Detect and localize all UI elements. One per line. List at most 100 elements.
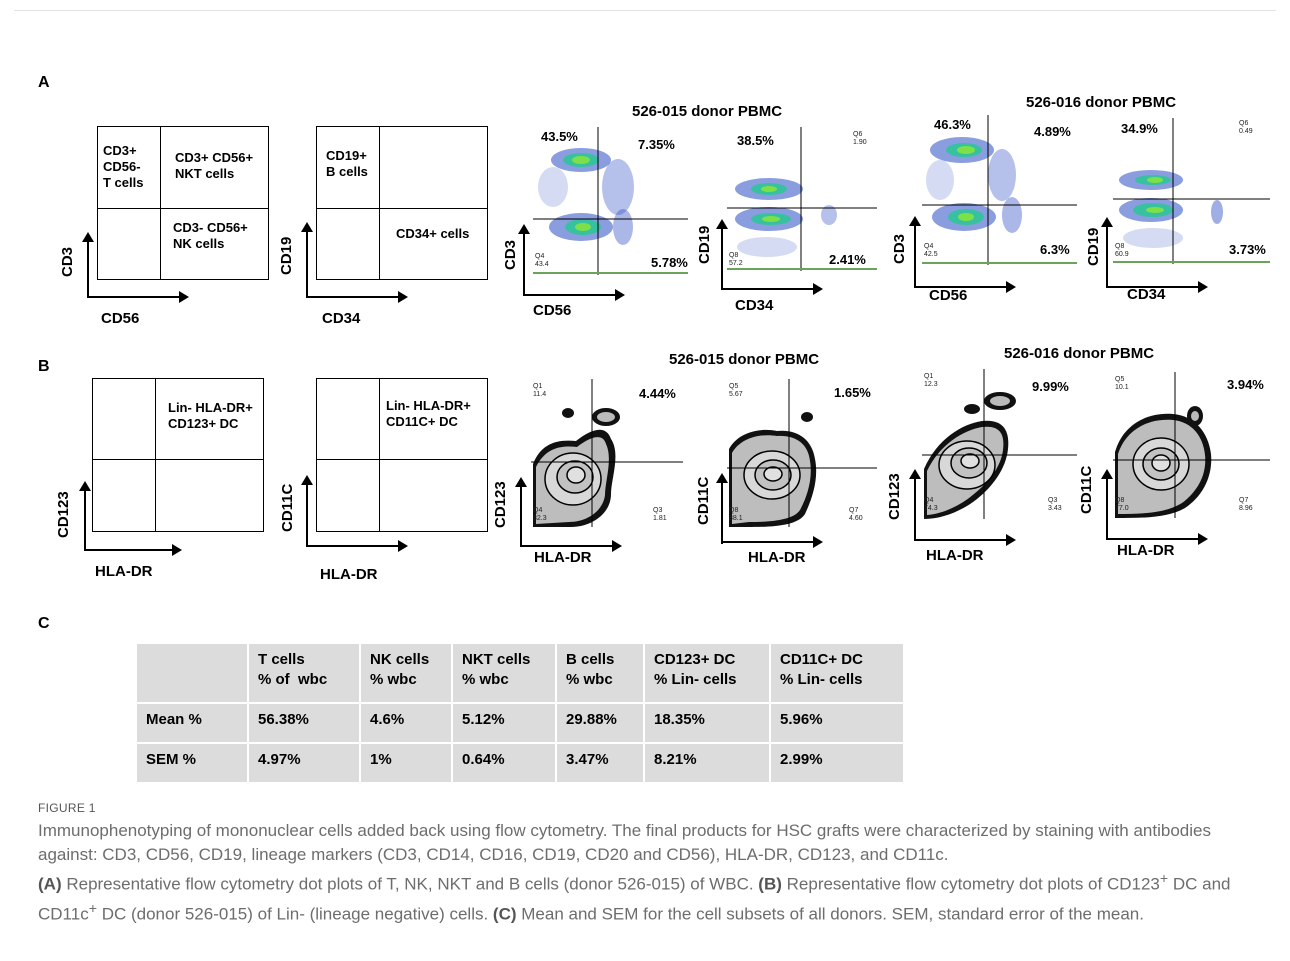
contour-plot-canvas [1113,372,1270,518]
upper-left-percent: 38.5% [737,133,774,148]
table-cell: 18.35% [643,702,771,744]
x-axis-arrow [914,281,1016,293]
dot-plot-canvas [533,127,688,275]
figure-label: FIGURE 1 [38,801,96,815]
quadrant-q4-value: Q4 43.4 [535,253,549,268]
table-cell: 0.64% [451,742,557,784]
upper-right-percent: 1.65% [834,385,871,400]
table-cell: 29.88% [555,702,645,744]
quadrant-q8-value: Q8 77.0 [1115,497,1129,512]
dot-plot: 43.5% 7.35% 5.78% Q4 43.4 [533,127,688,275]
lower-right-percent: 6.3% [1040,242,1070,257]
cd123-dc-label: Lin- HLA-DR+ CD123+ DC [168,400,253,431]
table-cell: 3.47% [555,742,645,784]
table-cell: 5.12% [451,702,557,744]
contour-plot: Q5 5.67 1.65% Q8 88.1 Q7 4.60 [727,379,877,527]
y-axis-label: CD11C [695,476,712,525]
panel-b-label: B [38,358,50,375]
table-cell: SEM % [135,742,249,784]
table-cell: 1% [359,742,453,784]
y-axis-arrow [909,469,921,540]
schematic-cd11c-hladr: Lin- HLA-DR+ CD11C+ DC [316,378,488,532]
quadrant-q3-value: Q3 3.43 [1048,497,1062,512]
dot-plot: 38.5% Q6 1.90 2.41% Q8 57.2 [727,127,877,271]
table-cell: 5.96% [769,702,905,744]
caption-text-c: Mean and SEM for the cell subsets of all… [516,904,1144,924]
y-axis-arrow [909,216,921,287]
y-axis-arrow [301,222,313,297]
dot-plot-canvas [1113,118,1270,264]
x-axis-arrow [84,544,182,556]
cd34-cells-label: CD34+ cells [396,226,470,241]
contour-plot: Q1 12.3 9.99% Q4 74.3 Q3 3.43 [922,369,1077,519]
y-axis-arrow [301,475,313,546]
table-row: Mean % 56.38% 4.6% 5.12% 29.88% 18.35% 5… [135,702,905,744]
table-cell: 2.99% [769,742,905,784]
x-axis-arrow [87,291,189,303]
donor-526-015-title: 526-015 donor PBMC [632,103,783,120]
y-axis-arrow [1101,217,1113,288]
contour-plot: Q1 11.4 4.44% Q4 82.3 Q3 1.81 [531,379,683,527]
top-divider [14,10,1276,11]
x-axis-arrow [721,283,823,295]
b-cells-label: CD19+ B cells [326,148,368,179]
y-axis-arrow [82,232,94,297]
figure-caption: Immunophenotyping of mononuclear cells a… [38,819,1263,926]
quadrant-q4-value: Q4 42.5 [924,243,938,258]
lower-right-percent: 2.41% [829,252,866,267]
quadrant-q5-value: Q5 5.67 [729,383,743,398]
x-axis-label: HLA-DR [95,563,153,580]
x-axis-arrow [1106,281,1208,293]
x-axis-label: CD56 [101,310,140,327]
donor-526-015-title: 526-015 donor PBMC [669,351,820,368]
y-axis-label: CD123 [886,473,903,520]
table-header-cell: CD123+ DC % Lin- cells [643,642,771,704]
x-axis-arrow [306,291,408,303]
contour-plot-canvas [727,379,877,527]
table-cell: Mean % [135,702,249,744]
superscript-plus: + [88,900,97,917]
y-axis-label: CD123 [492,481,509,528]
quadrant-q6-value: Q6 0.49 [1239,120,1253,135]
upper-right-percent: 4.44% [639,386,676,401]
quadrant-q4-value: Q4 74.3 [924,497,938,512]
quadrant-q8-value: Q8 57.2 [729,252,743,267]
y-axis-arrow [1101,469,1113,540]
caption-text-b2: DC and CD11c [38,874,1231,924]
quadrant-q1-value: Q1 11.4 [533,383,547,398]
quadrant-q4-value: Q4 82.3 [533,507,547,522]
upper-right-percent: 3.94% [1227,377,1264,392]
x-axis-arrow [914,534,1016,546]
x-axis-arrow [721,536,823,548]
quadrant-q8-value: Q8 88.1 [729,507,743,522]
x-axis-label: CD34 [322,310,361,327]
upper-left-percent: 43.5% [541,129,578,144]
y-axis-arrow [79,481,91,550]
y-axis-arrow [716,219,728,290]
upper-right-percent: 9.99% [1032,379,1069,394]
table-header-cell: NK cells % wbc [359,642,453,704]
nkt-cells-label: CD3+ CD56+ NKT cells [175,150,254,181]
table-header-row: T cells % of wbc NK cells % wbc NKT cell… [135,642,905,704]
x-axis-label: HLA-DR [320,566,378,583]
cd11c-dc-label: Lin- HLA-DR+ CD11C+ DC [386,398,471,429]
quadrant-q8-value: Q8 60.9 [1115,243,1129,258]
dot-plot-canvas [727,127,877,271]
y-axis-arrow [518,224,530,295]
y-axis-label: CD3 [59,246,76,277]
x-axis-label: CD34 [735,297,774,314]
x-axis-arrow [523,289,625,301]
y-axis-label: CD11C [279,483,296,532]
y-axis-label: CD19 [1085,227,1102,266]
dot-plot-canvas [922,115,1077,265]
x-axis-arrow [520,540,622,552]
contour-plot-canvas [531,379,683,527]
table-cell: 4.6% [359,702,453,744]
x-axis-label: HLA-DR [534,549,592,566]
x-axis-arrow [306,540,408,552]
contour-plot-canvas [922,369,1077,519]
table-header-cell: NKT cells % wbc [451,642,557,704]
quadrant-q3-value: Q3 1.81 [653,507,667,522]
y-axis-arrow [716,473,728,544]
donor-526-016-title: 526-016 donor PBMC [1004,345,1155,362]
